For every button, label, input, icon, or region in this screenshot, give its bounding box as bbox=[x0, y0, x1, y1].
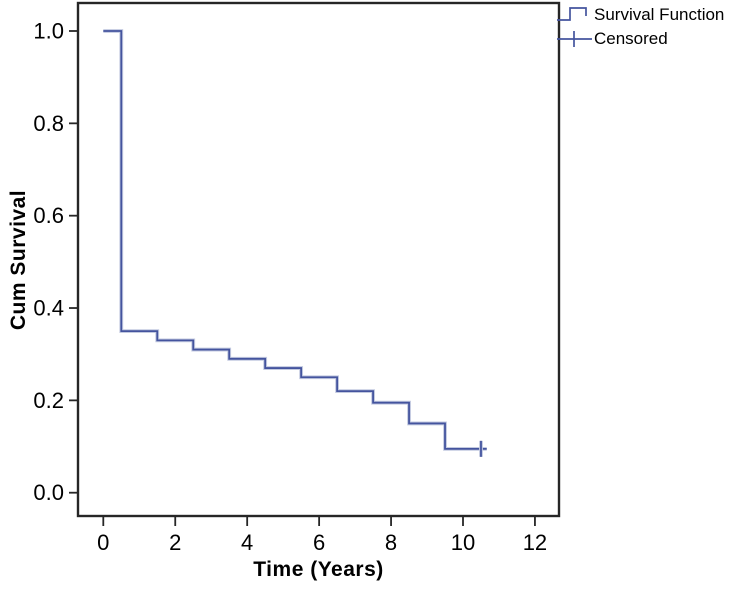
y-tick-label: 1.0 bbox=[33, 19, 64, 44]
legend-label-censored: Censored bbox=[594, 29, 668, 48]
x-axis-title: Time (Years) bbox=[253, 558, 384, 581]
plot-border bbox=[76, 1, 561, 518]
legend-item-censored: Censored bbox=[556, 27, 724, 51]
survival-step-line bbox=[103, 30, 487, 450]
plus-icon bbox=[557, 31, 592, 47]
legend-item-survival-function: Survival Function bbox=[556, 3, 724, 27]
y-tick-label: 0.8 bbox=[33, 111, 64, 136]
x-tick-label: 4 bbox=[241, 530, 253, 555]
x-tick-label: 6 bbox=[313, 530, 325, 555]
legend-label-survival-function: Survival Function bbox=[594, 5, 725, 24]
y-axis-title: Cum Survival bbox=[7, 189, 30, 331]
x-tick-label: 2 bbox=[169, 530, 181, 555]
x-tick-label: 12 bbox=[523, 530, 547, 555]
y-tick-label: 0.6 bbox=[33, 203, 64, 228]
step-line-icon bbox=[557, 7, 587, 21]
x-tick-label: 0 bbox=[97, 530, 109, 555]
x-tick-label: 10 bbox=[451, 530, 475, 555]
x-tick-label: 8 bbox=[385, 530, 397, 555]
y-tick-label: 0.2 bbox=[33, 388, 64, 413]
legend: Survival Function Censored bbox=[556, 3, 724, 51]
y-tick-label: 0.0 bbox=[33, 480, 64, 505]
survival-step-line-halo bbox=[103, 29, 487, 451]
y-tick-label: 0.4 bbox=[33, 296, 64, 321]
